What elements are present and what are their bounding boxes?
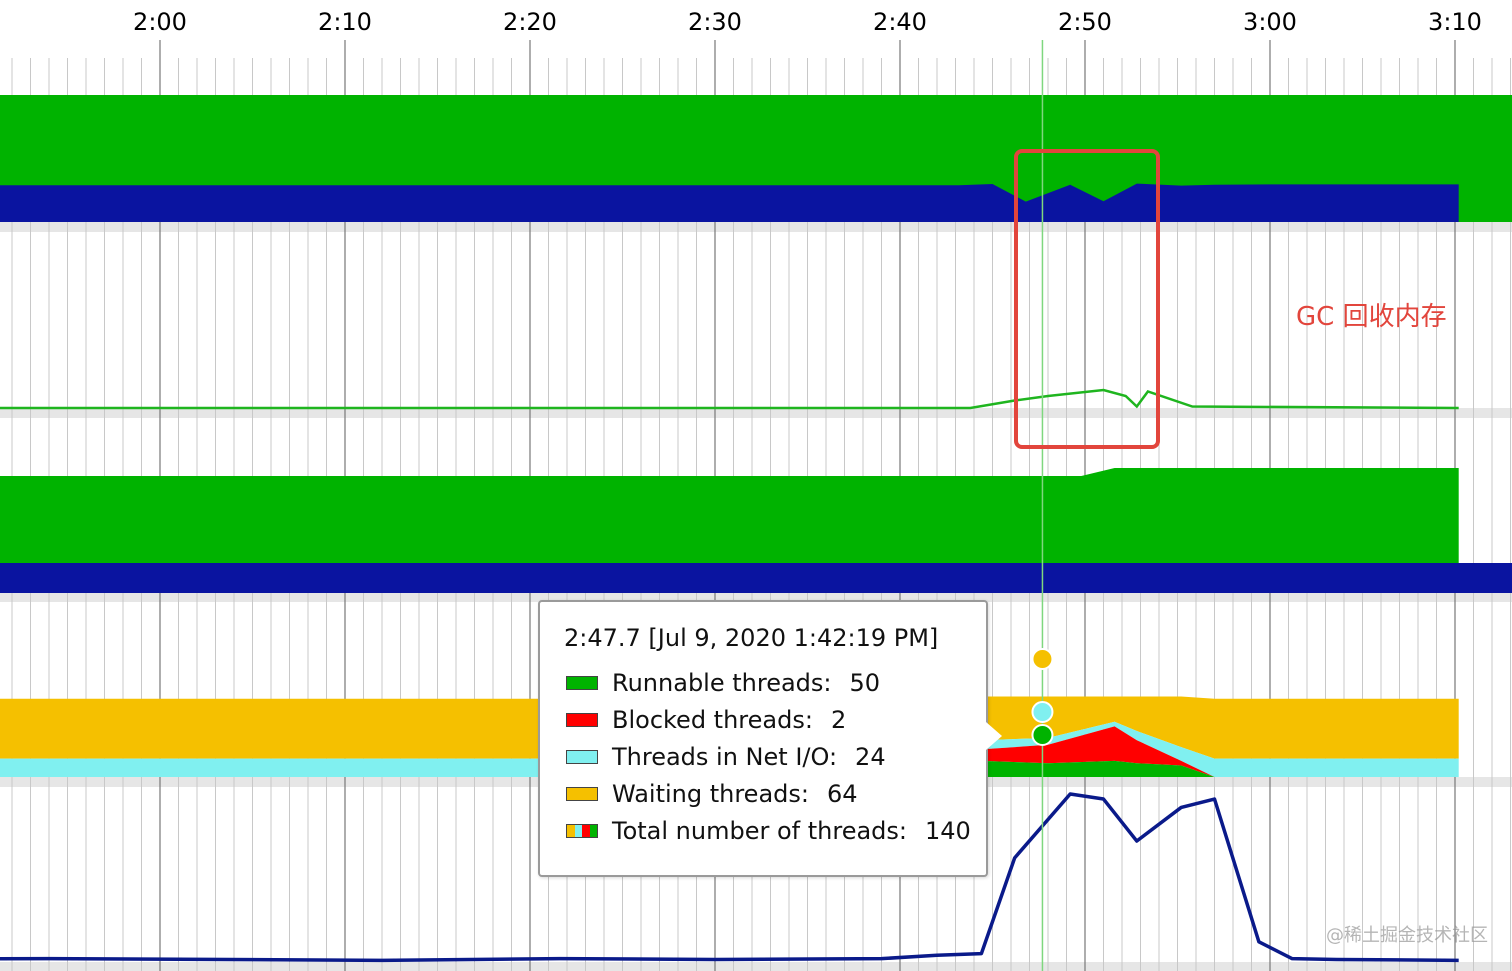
- time-tick-label: 2:20: [503, 8, 557, 36]
- tooltip-row-label: Threads in Net I/O:: [612, 743, 838, 771]
- band-separator: [0, 593, 1512, 602]
- gc-highlight-box: [1014, 149, 1160, 449]
- band-separator: [0, 408, 1512, 418]
- tooltip-row-value: 140: [925, 817, 971, 845]
- nonheap-used-area: [0, 563, 1512, 593]
- tooltip-row-value: 24: [855, 743, 886, 771]
- tooltip-row-value: 2: [830, 706, 847, 734]
- runnable-legend-swatch: [566, 676, 598, 690]
- net-io-legend-swatch: [566, 750, 598, 764]
- time-tick-label: 3:00: [1243, 8, 1297, 36]
- tooltip-row-label: Blocked threads:: [612, 706, 813, 734]
- nonheap-committed-area: [0, 468, 1459, 593]
- tooltip-row-label: Waiting threads:: [612, 780, 809, 808]
- tooltip-row-blocked: Blocked threads: 2: [566, 705, 846, 735]
- tooltip-row-value: 50: [849, 669, 881, 697]
- threads-runnable-area: [0, 760, 1459, 777]
- tooltip-pointer: [986, 722, 1002, 750]
- band-separator: [0, 222, 1512, 232]
- time-tick-label: 2:50: [1058, 8, 1112, 36]
- tooltip-timestamp: 2:47.7 [Jul 9, 2020 1:42:19 PM]: [564, 624, 939, 652]
- threads-tooltip: 2:47.7 [Jul 9, 2020 1:42:19 PM] Runnable…: [538, 600, 988, 877]
- band-separator: [0, 962, 1512, 971]
- time-tick-label: 3:10: [1428, 8, 1482, 36]
- tooltip-row-waiting: Waiting threads: 64: [566, 779, 858, 809]
- cursor-marker-net-io: [1031, 701, 1054, 723]
- tooltip-row-value: 64: [826, 780, 858, 808]
- tooltip-row-net-io: Threads in Net I/O: 24: [566, 742, 886, 772]
- waiting-legend-swatch: [566, 787, 598, 801]
- watermark: @稀土掘金技术社区: [1326, 925, 1488, 946]
- threads-net-io-area: [0, 721, 1459, 777]
- time-tick-label: 2:30: [688, 8, 742, 36]
- gc-annotation-label: GC 回收内存: [1296, 302, 1447, 332]
- tooltip-row-label: Runnable threads:: [612, 669, 832, 697]
- cursor-marker-runnable: [1031, 724, 1054, 746]
- tooltip-row-label: Total number of threads:: [612, 817, 907, 845]
- threads-blocked-area: [0, 726, 1459, 777]
- cursor-marker-waiting: [1031, 648, 1054, 670]
- cpu-usage-line: [0, 792, 1459, 963]
- gc-activity-line: [0, 388, 1459, 410]
- total-legend-swatch: [566, 824, 598, 838]
- time-tick-label: 2:10: [318, 8, 372, 36]
- blocked-legend-swatch: [566, 713, 598, 727]
- tooltip-row-total: Total number of threads: 140: [566, 816, 971, 846]
- time-tick-label: 2:40: [873, 8, 927, 36]
- time-tick-label: 2:00: [133, 8, 187, 36]
- tooltip-row-runnable: Runnable threads: 50: [566, 668, 880, 698]
- heap-used-area: [0, 183, 1459, 222]
